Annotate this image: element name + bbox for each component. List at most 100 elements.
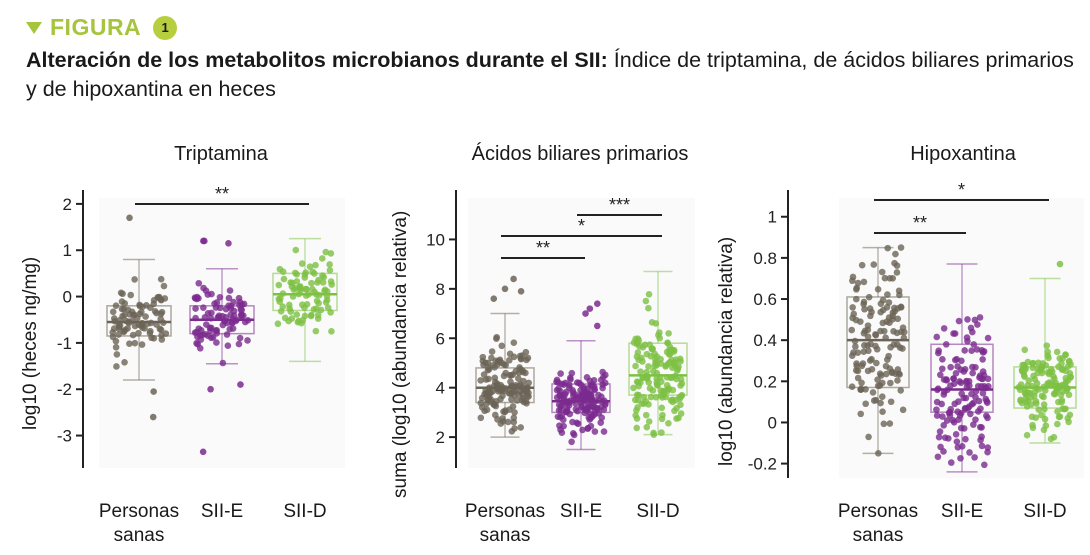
data-point (1030, 372, 1037, 380)
data-point (868, 366, 876, 373)
data-point (224, 342, 232, 350)
data-point (315, 299, 322, 307)
data-point (947, 405, 955, 413)
data-point (150, 335, 158, 342)
data-point (193, 339, 200, 347)
data-point (933, 412, 941, 419)
data-point (979, 389, 987, 397)
data-point (584, 385, 592, 392)
x-tick-label-line: SII-D (636, 501, 680, 522)
data-point (1017, 397, 1024, 405)
data-point (1040, 393, 1047, 401)
data-point (1058, 396, 1066, 404)
significance-label: ** (536, 238, 550, 258)
data-point (1035, 359, 1042, 367)
data-point (1041, 405, 1048, 413)
data-point (677, 410, 685, 417)
data-point (275, 281, 283, 289)
significance-label: *** (609, 195, 630, 215)
data-point (519, 390, 526, 398)
data-point (940, 391, 948, 398)
data-point (280, 275, 288, 283)
data-point (129, 331, 137, 339)
data-point (645, 418, 653, 425)
data-point (112, 343, 120, 351)
data-point (1022, 395, 1030, 402)
data-point (500, 408, 507, 415)
data-point (969, 328, 976, 336)
data-point (677, 401, 684, 409)
data-point (1033, 379, 1041, 387)
data-point (110, 315, 118, 322)
data-point (480, 371, 488, 378)
data-point (879, 408, 886, 416)
data-point (861, 327, 869, 335)
data-point (883, 318, 891, 326)
data-point (659, 411, 666, 419)
data-point (878, 393, 886, 401)
data-point (893, 262, 901, 269)
data-point (569, 418, 576, 426)
data-point (964, 316, 971, 323)
data-point (645, 304, 652, 312)
caption-text: Índice de triptamina, de ácidos biliares… (26, 48, 1074, 101)
data-point (1050, 433, 1058, 441)
data-point (953, 438, 961, 445)
x-tick-label: Personas sanas (99, 500, 179, 548)
data-point (957, 454, 964, 462)
data-point (216, 293, 224, 301)
data-point (952, 431, 960, 438)
data-point (875, 450, 882, 457)
data-point (678, 380, 686, 387)
data-point (658, 429, 665, 436)
outlier-point (490, 295, 498, 303)
data-point (979, 349, 987, 356)
data-point (306, 263, 314, 270)
data-point (853, 286, 860, 293)
data-point (952, 369, 960, 377)
data-point (934, 453, 942, 461)
data-point (301, 274, 309, 281)
data-point (852, 367, 860, 374)
data-point (1054, 420, 1061, 428)
data-point (113, 363, 120, 370)
figure-caption: Alteración de los metabolitos microbiano… (26, 46, 1076, 104)
data-point (676, 395, 684, 403)
data-point (557, 370, 564, 377)
x-tick-label-line: Personas (837, 501, 919, 522)
data-point (1023, 403, 1031, 410)
data-point (563, 388, 570, 396)
data-point (852, 343, 859, 350)
x-tick-label-line: SII-E (200, 501, 244, 522)
data-point (977, 405, 984, 412)
data-point (642, 398, 650, 405)
data-point (506, 406, 513, 413)
data-point (939, 356, 946, 363)
data-point (558, 401, 566, 409)
data-point (652, 320, 660, 327)
data-point (113, 351, 121, 358)
data-point (131, 276, 138, 283)
data-point (1028, 413, 1036, 421)
data-point (983, 412, 990, 420)
data-point (674, 365, 682, 373)
data-point (328, 328, 335, 335)
data-point (1038, 411, 1045, 419)
data-point (862, 400, 869, 408)
data-point (138, 341, 146, 348)
data-point (961, 347, 968, 354)
data-point (976, 314, 984, 321)
data-point (285, 317, 292, 325)
data-point (947, 363, 954, 371)
x-tick-label-line: SII-E (559, 501, 603, 522)
data-point (858, 379, 865, 387)
y-tick-label: 8 (436, 280, 445, 299)
data-point (115, 331, 122, 338)
data-point (579, 389, 586, 397)
data-point (508, 428, 516, 435)
data-point (655, 331, 662, 339)
x-tick-label-line: sanas (852, 525, 904, 546)
data-point (309, 285, 316, 293)
data-point (969, 369, 976, 377)
data-point (192, 305, 199, 312)
